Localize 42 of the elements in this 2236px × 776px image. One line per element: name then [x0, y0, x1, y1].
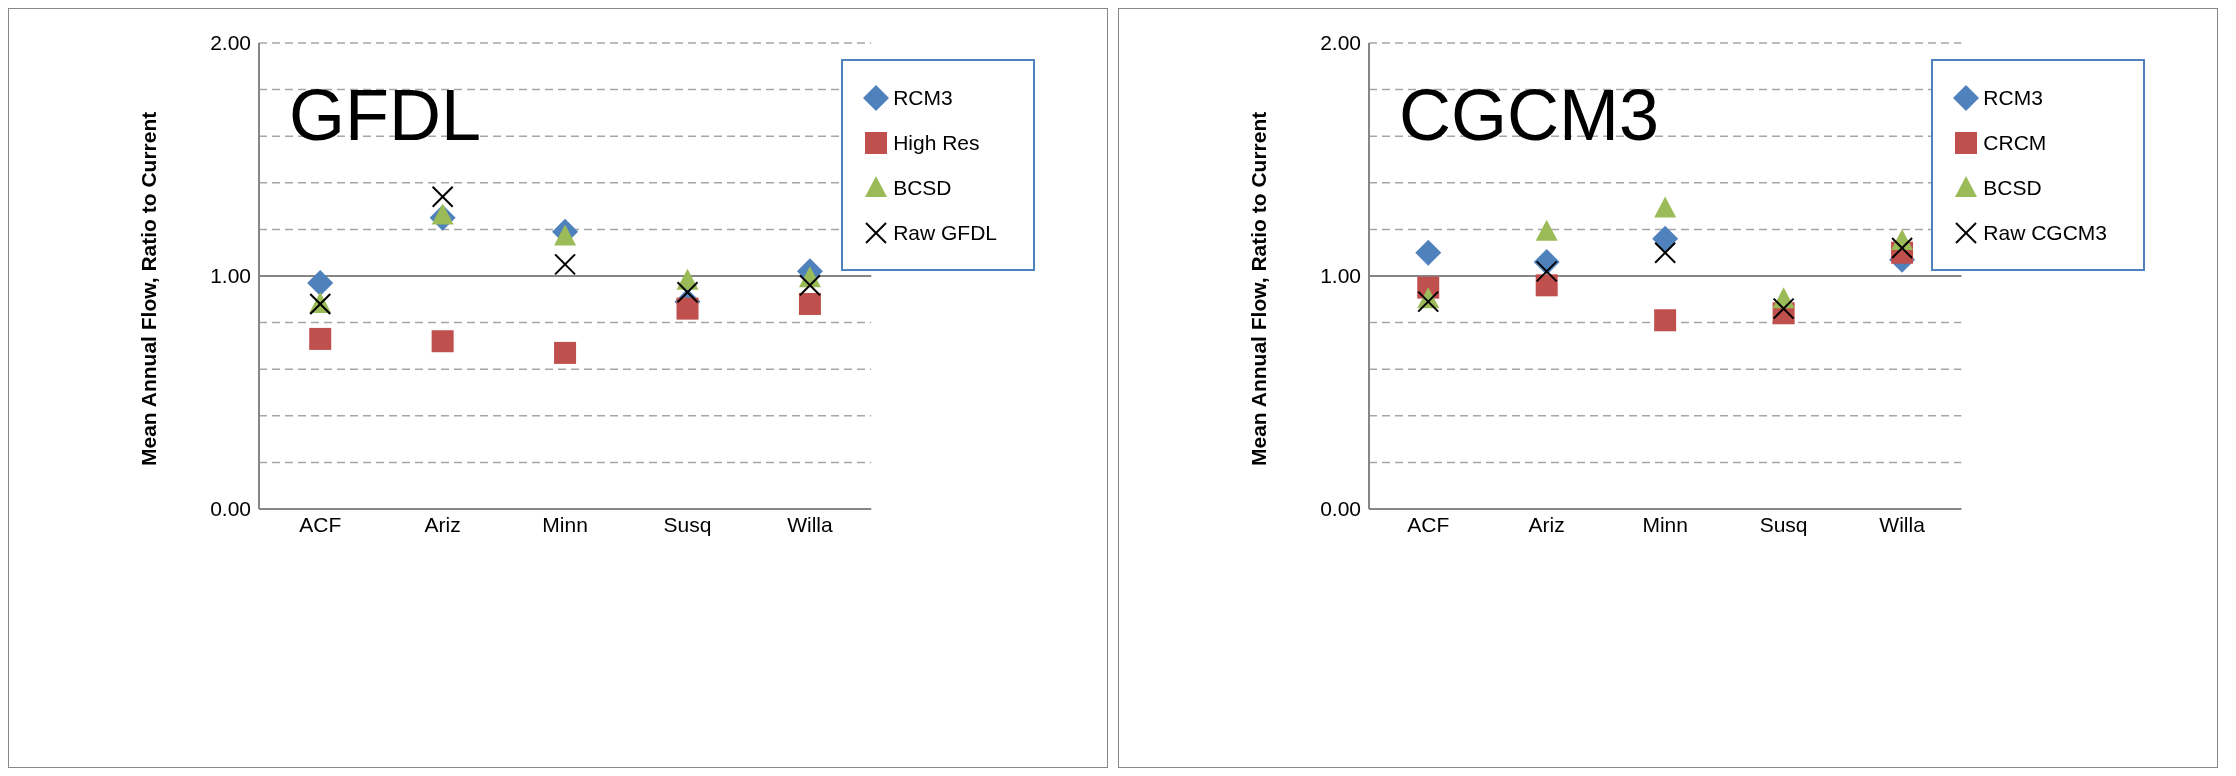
x-tick-label: Minn [542, 512, 588, 536]
point [1415, 239, 1442, 266]
y-axis-title: Mean Annual Flow, Ratio to Current [1247, 111, 1271, 466]
y-tick-label: 0.00 [1320, 497, 1361, 521]
y-axis-title: Mean Annual Flow, Ratio to Current [137, 111, 161, 466]
point [1535, 274, 1558, 297]
x-tick-label: Willa [1879, 512, 1926, 536]
point [307, 269, 334, 296]
point [1652, 225, 1679, 252]
x-tick-label: ACF [299, 512, 342, 536]
legend-label: CRCM [1983, 130, 2047, 155]
point [431, 330, 454, 353]
y-tick-label: 1.00 [210, 264, 251, 288]
x-tick-label: Willa [787, 512, 833, 536]
y-tick-label: 0.00 [210, 497, 251, 521]
legend-label: BCSD [893, 175, 952, 200]
point [676, 297, 699, 320]
x-tick-label: Susq [663, 512, 712, 536]
point [1535, 219, 1558, 241]
point [309, 327, 332, 350]
x-tick-label: Susq [1759, 512, 1808, 536]
legend-label: RCM3 [1983, 85, 2043, 110]
x-tick-label: Minn [1642, 512, 1688, 536]
point [431, 203, 454, 225]
legend-label: BCSD [1983, 175, 2042, 200]
y-tick-label: 1.00 [1320, 264, 1361, 288]
y-tick-label: 2.00 [210, 31, 251, 55]
legend-label: High Res [893, 130, 980, 155]
y-tick-label: 2.00 [1320, 31, 1361, 55]
chart-title: GFDL [289, 75, 482, 155]
x-tick-label: Ariz [424, 512, 461, 536]
legend-label: RCM3 [893, 85, 953, 110]
point [798, 292, 821, 315]
x-tick-label: Ariz [1528, 512, 1565, 536]
chart-title: CGCM3 [1399, 75, 1660, 155]
point [554, 341, 577, 364]
legend-label: Raw CGCM3 [1983, 220, 2107, 245]
point [1654, 196, 1677, 218]
x-tick-label: ACF [1407, 512, 1450, 536]
point [1654, 309, 1677, 332]
legend-label: Raw GFDL [893, 220, 997, 245]
point [554, 224, 577, 246]
